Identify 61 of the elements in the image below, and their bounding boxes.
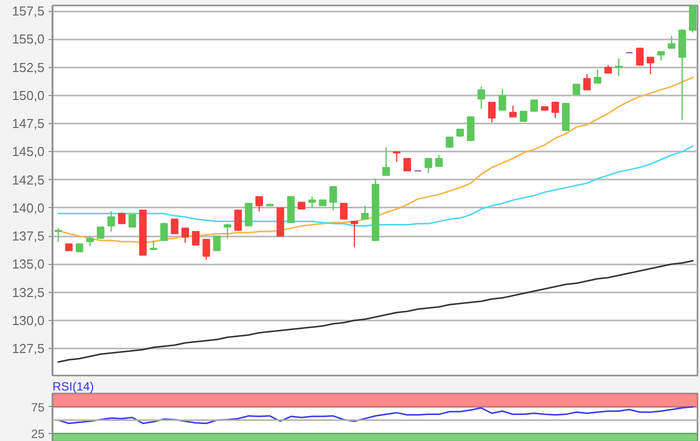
candlestick (340, 202, 348, 220)
candlestick (86, 235, 94, 247)
y-tick-label: 132,5 (12, 284, 45, 300)
candlestick (170, 218, 178, 234)
y-tick-label: 140,0 (12, 200, 45, 216)
y-tick-label: 135,0 (12, 256, 45, 272)
candlestick (614, 58, 623, 77)
candlestick (128, 214, 136, 228)
candlestick (498, 88, 506, 111)
candlestick (192, 231, 200, 246)
candlestick (668, 35, 676, 49)
y-tick-label: 147,5 (12, 116, 45, 132)
candlestick (552, 102, 560, 119)
y-tick-label: 25 (31, 427, 45, 441)
y-tick-label: 150,0 (12, 88, 45, 103)
candlestick (234, 210, 242, 231)
candlestick (244, 202, 252, 226)
candlestick (403, 158, 412, 172)
candlestick (572, 84, 580, 95)
candlestick (118, 212, 126, 224)
candlestick (54, 228, 62, 242)
candlestick (583, 74, 591, 90)
candlestick (477, 86, 486, 110)
candlestick (382, 146, 390, 176)
candlestick (646, 56, 654, 75)
candlestick (636, 48, 644, 66)
candlestick (202, 238, 210, 260)
candlestick (424, 158, 432, 174)
candlestick (160, 222, 168, 242)
candlestick (530, 99, 538, 112)
candlestick (107, 210, 115, 232)
candlestick (361, 205, 369, 220)
y-tick-label: 75 (31, 400, 45, 414)
candlestick (350, 220, 358, 248)
candlestick (255, 196, 263, 212)
chart-title: RSI(14) (52, 380, 94, 394)
candlestick (466, 116, 474, 141)
candlestick (435, 154, 443, 167)
line-series (58, 260, 694, 363)
candlestick (520, 110, 528, 122)
y-tick-label: 130,0 (12, 312, 45, 328)
candlestick (96, 226, 104, 239)
candlestick (329, 186, 338, 211)
y-tick-label: 145,0 (12, 144, 45, 160)
y-tick-label: 152,5 (12, 60, 45, 75)
line-series (58, 145, 694, 227)
candlestick (181, 228, 189, 244)
y-tick-label: 157,5 (12, 4, 45, 19)
y-tick-label: 155,0 (12, 32, 45, 47)
candlestick (594, 69, 602, 84)
candlestick (488, 102, 496, 124)
candlestick (509, 104, 517, 118)
candlestick (213, 236, 221, 252)
candlestick (308, 196, 316, 209)
candlestick (392, 151, 400, 162)
y-tick-label: 127,5 (12, 341, 45, 356)
candlestick (224, 223, 232, 239)
y-tick-label: 142,5 (12, 172, 45, 188)
candlestick (446, 136, 454, 148)
y-tick-label: 137,5 (12, 228, 45, 244)
line-series (58, 406, 694, 424)
